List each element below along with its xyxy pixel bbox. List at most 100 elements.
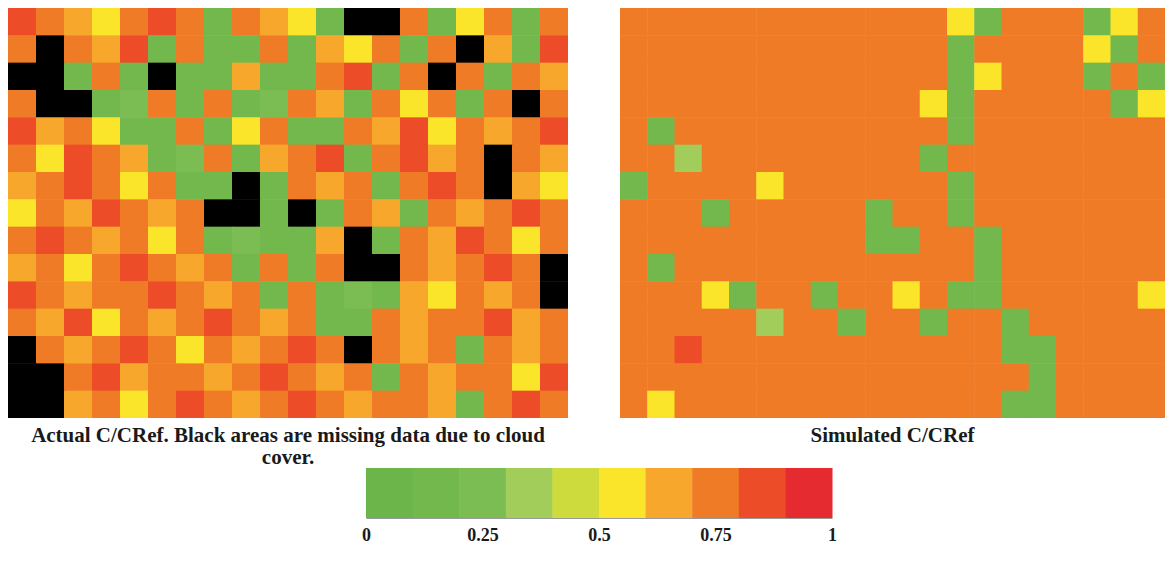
map-cell [865,35,893,63]
map-cell [428,281,457,309]
map-cell [372,309,401,337]
map-cell [92,63,121,91]
map-cell [865,8,893,36]
map-cell [920,254,948,282]
map-cell [1002,35,1030,63]
map-cell [838,145,866,173]
map-cell [204,309,233,337]
map-cell [893,281,921,309]
map-cell [838,199,866,227]
map-cell [1083,8,1111,36]
map-cell [1111,8,1139,36]
map-cell [1056,63,1084,91]
map-cell [204,363,233,391]
map-cell [756,145,784,173]
map-cell [540,8,568,36]
missing-cell [540,281,568,309]
map-cell [344,63,373,91]
map-cell [1083,145,1111,173]
map-cell [1111,145,1139,173]
map-cell [372,35,401,63]
map-cell [120,281,149,309]
missing-cell [204,199,233,227]
map-cell [811,281,839,309]
map-cell [702,90,730,118]
map-cell [92,117,121,145]
map-cell [620,281,648,309]
map-cell [1029,281,1057,309]
map-cell [1138,145,1165,173]
map-cell [176,145,205,173]
map-cell [36,336,65,364]
map-cell [456,199,485,227]
map-cell [8,145,37,173]
map-cell [1056,227,1084,255]
map-cell [784,281,812,309]
map-cell [148,8,177,36]
map-cell [232,8,261,36]
map-cell [1138,63,1165,91]
map-cell [428,336,457,364]
map-cell [400,199,429,227]
map-cell [456,117,485,145]
map-cell [947,254,975,282]
map-cell [120,363,149,391]
map-cell [702,145,730,173]
map-cell [947,172,975,200]
map-cell [675,8,703,36]
map-cell [64,363,93,391]
map-cell [372,145,401,173]
map-cell [702,227,730,255]
map-cell [204,391,233,418]
missing-cell [36,90,65,118]
map-cell [400,145,429,173]
map-cell [260,172,289,200]
map-cell [512,117,541,145]
map-cell [64,117,93,145]
map-cell [729,145,757,173]
missing-cell [344,336,373,364]
map-cell [92,172,121,200]
map-cell [729,391,757,418]
map-cell [316,90,345,118]
map-cell [204,35,233,63]
map-cell [148,199,177,227]
map-cell [1029,227,1057,255]
map-cell [1056,254,1084,282]
map-cell [540,336,568,364]
map-cell [92,363,121,391]
map-cell [36,281,65,309]
map-cell [64,145,93,173]
map-cell [756,117,784,145]
map-cell [484,391,513,418]
map-cell [1056,336,1084,364]
map-cell [1083,199,1111,227]
map-cell [702,63,730,91]
map-cell [8,90,37,118]
map-cell [260,8,289,36]
map-cell [811,227,839,255]
map-cell [484,363,513,391]
map-cell [176,199,205,227]
map-cell [288,63,317,91]
map-cell [232,117,261,145]
map-cell [92,254,121,282]
map-cell [893,90,921,118]
map-cell [428,172,457,200]
map-cell [316,281,345,309]
map-cell [784,117,812,145]
missing-cell [344,227,373,255]
map-cell [288,309,317,337]
map-cell [1002,227,1030,255]
map-cell [344,35,373,63]
map-cell [865,227,893,255]
map-cell [729,35,757,63]
map-cell [456,145,485,173]
map-cell [702,391,730,418]
map-cell [675,172,703,200]
map-cell [1002,363,1030,391]
map-panel [8,8,568,418]
map-cell [232,90,261,118]
map-cell [400,117,429,145]
map-cell [512,172,541,200]
